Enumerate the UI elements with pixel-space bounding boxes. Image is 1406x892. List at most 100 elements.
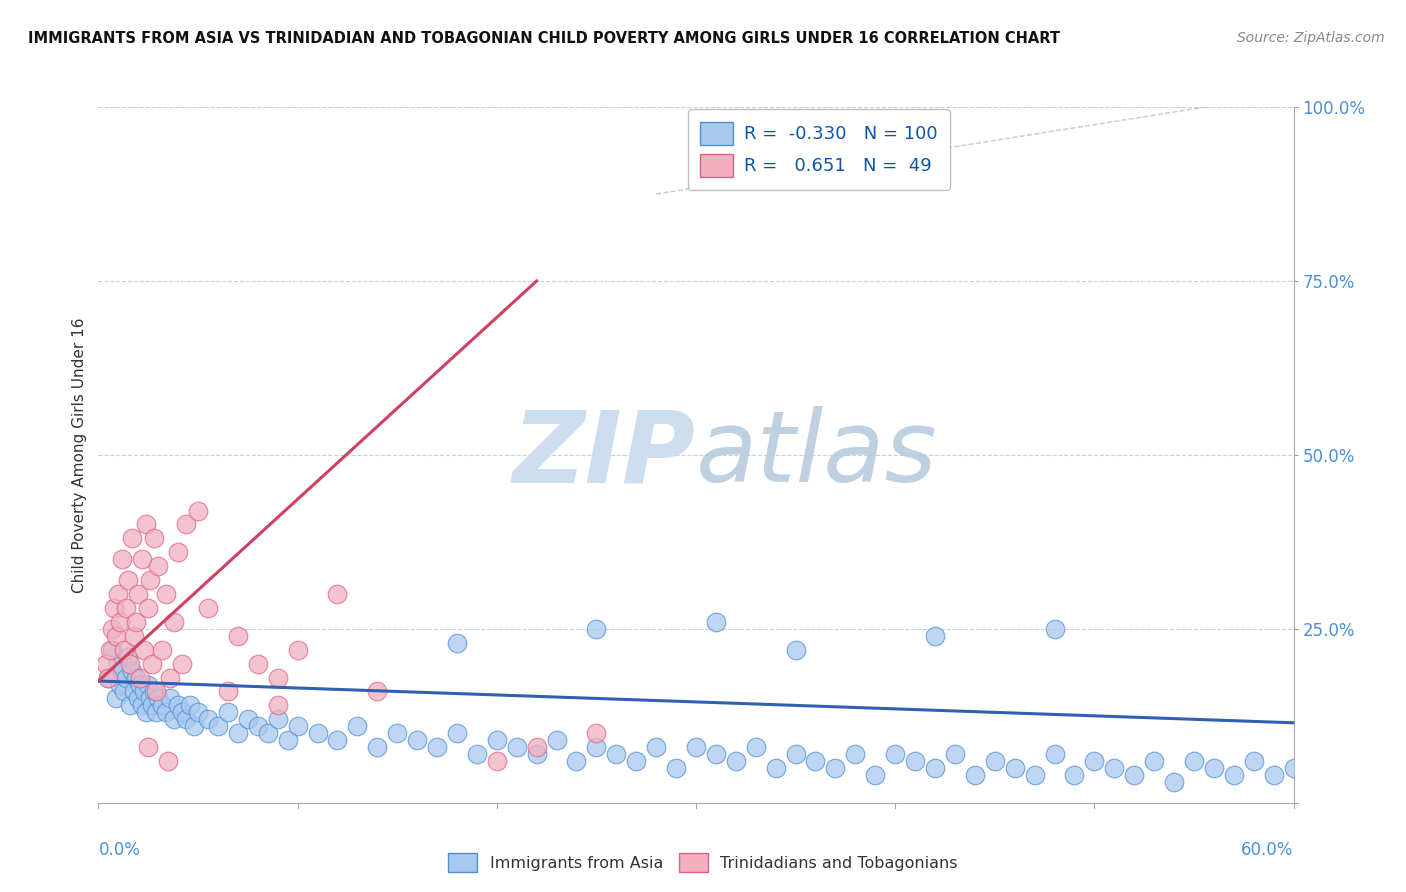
Point — [1243, 754, 1265, 768]
Point — [157, 754, 180, 768]
Point — [605, 747, 627, 761]
Point — [135, 517, 157, 532]
Point — [129, 677, 152, 691]
Point — [963, 768, 986, 782]
Point — [844, 747, 866, 761]
Point — [785, 747, 807, 761]
Point — [207, 719, 229, 733]
Point — [465, 747, 488, 761]
Point — [103, 601, 125, 615]
Point — [745, 740, 768, 755]
Point — [110, 677, 132, 691]
Point — [105, 629, 128, 643]
Point — [159, 691, 181, 706]
Point — [924, 761, 946, 775]
Point — [685, 740, 707, 755]
Point — [174, 517, 197, 532]
Legend: Immigrants from Asia, Trinidadians and Tobagonians: Immigrants from Asia, Trinidadians and T… — [440, 845, 966, 880]
Point — [172, 706, 194, 720]
Point — [785, 642, 807, 657]
Point — [150, 642, 173, 657]
Point — [1282, 761, 1305, 775]
Point — [287, 642, 309, 657]
Point — [136, 740, 159, 755]
Point — [1222, 768, 1246, 782]
Point — [446, 636, 468, 650]
Point — [97, 671, 120, 685]
Point — [197, 712, 219, 726]
Point — [101, 642, 124, 657]
Point — [135, 706, 157, 720]
Point — [98, 642, 122, 657]
Text: atlas: atlas — [696, 407, 938, 503]
Point — [624, 754, 647, 768]
Point — [163, 615, 186, 629]
Point — [141, 657, 163, 671]
Point — [1163, 775, 1185, 789]
Point — [134, 684, 156, 698]
Point — [145, 684, 167, 698]
Point — [307, 726, 329, 740]
Point — [141, 698, 163, 713]
Point — [246, 719, 269, 733]
Point — [115, 671, 138, 685]
Point — [1143, 754, 1166, 768]
Point — [107, 587, 129, 601]
Point — [145, 706, 167, 720]
Point — [155, 706, 177, 720]
Point — [110, 615, 132, 629]
Point — [1182, 754, 1205, 768]
Point — [136, 601, 159, 615]
Point — [217, 706, 239, 720]
Point — [125, 671, 148, 685]
Point — [183, 719, 205, 733]
Legend: R =  -0.330   N = 100, R =   0.651   N =  49: R = -0.330 N = 100, R = 0.651 N = 49 — [688, 109, 950, 190]
Point — [112, 642, 135, 657]
Point — [125, 615, 148, 629]
Point — [111, 552, 134, 566]
Point — [943, 747, 966, 761]
Point — [139, 573, 162, 587]
Point — [1123, 768, 1146, 782]
Point — [179, 698, 201, 713]
Point — [163, 712, 186, 726]
Point — [585, 622, 607, 636]
Point — [366, 740, 388, 755]
Point — [121, 532, 143, 546]
Point — [124, 629, 146, 643]
Point — [117, 573, 139, 587]
Point — [112, 684, 135, 698]
Point — [226, 629, 249, 643]
Point — [1083, 754, 1105, 768]
Point — [174, 712, 197, 726]
Point — [426, 740, 449, 755]
Point — [326, 587, 349, 601]
Point — [107, 657, 129, 671]
Point — [287, 719, 309, 733]
Point — [824, 761, 846, 775]
Point — [150, 698, 173, 713]
Point — [526, 747, 548, 761]
Text: Source: ZipAtlas.com: Source: ZipAtlas.com — [1237, 31, 1385, 45]
Point — [246, 657, 269, 671]
Point — [665, 761, 688, 775]
Point — [226, 726, 249, 740]
Point — [143, 684, 166, 698]
Point — [366, 684, 388, 698]
Point — [129, 671, 152, 685]
Point — [1043, 747, 1066, 761]
Point — [326, 733, 349, 747]
Point — [148, 559, 170, 574]
Point — [1024, 768, 1046, 782]
Point — [139, 691, 162, 706]
Point — [385, 726, 409, 740]
Point — [187, 503, 209, 517]
Point — [446, 726, 468, 740]
Point — [155, 587, 177, 601]
Point — [172, 657, 194, 671]
Point — [1102, 761, 1125, 775]
Point — [863, 768, 886, 782]
Point — [121, 664, 143, 678]
Point — [159, 671, 181, 685]
Point — [131, 698, 153, 713]
